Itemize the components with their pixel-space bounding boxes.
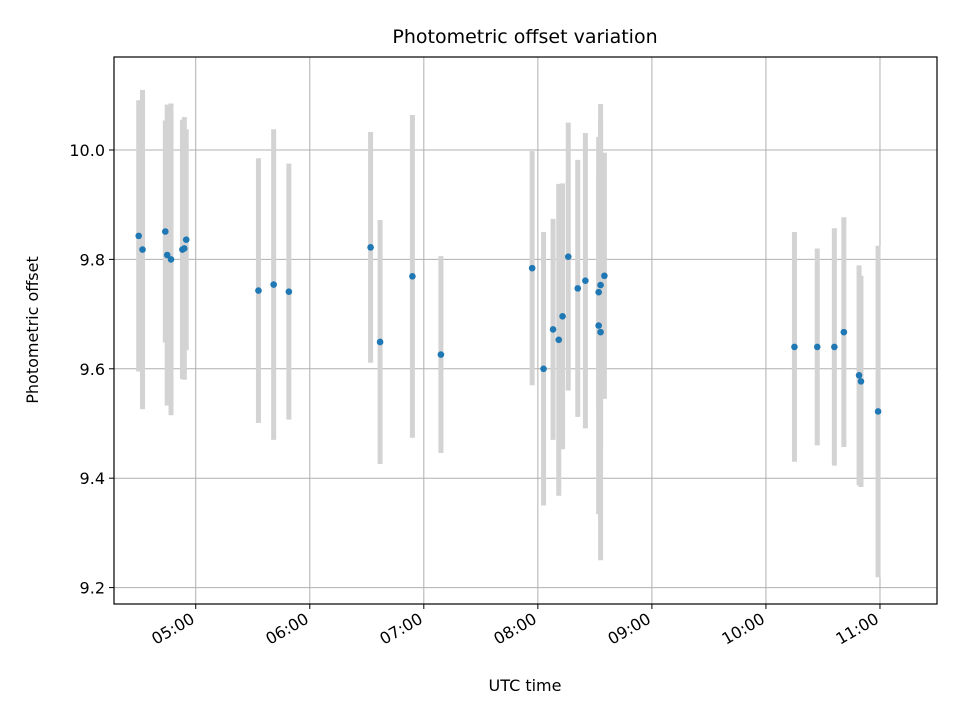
data-point	[367, 244, 374, 251]
data-point	[540, 365, 547, 373]
data-point	[874, 408, 882, 415]
data-point	[597, 281, 604, 289]
data-point	[255, 287, 262, 294]
chart-title: Photometric offset variation	[392, 26, 657, 48]
y-tick-label: 9.6	[80, 360, 105, 379]
data-point	[574, 285, 582, 292]
data-point	[270, 281, 277, 288]
data-point	[855, 372, 863, 379]
data-point	[564, 253, 572, 260]
y-axis-ticks: 9.2 9.4 9.6 9.8 10.0	[69, 141, 114, 598]
data-point	[597, 328, 604, 336]
data-point	[831, 343, 838, 351]
data-point	[285, 288, 293, 295]
data-point	[559, 312, 566, 320]
data-point	[582, 277, 589, 285]
data-point	[840, 328, 848, 336]
data-point	[182, 236, 190, 243]
data-point	[595, 322, 602, 329]
data-point	[135, 232, 143, 240]
data-point	[162, 228, 169, 235]
data-point	[528, 264, 536, 272]
data-point	[409, 273, 416, 280]
y-tick-label: 9.2	[80, 579, 105, 598]
grid	[114, 57, 937, 604]
data-point	[595, 288, 602, 296]
data-point	[791, 343, 798, 351]
y-tick-label: 9.8	[80, 250, 105, 269]
data-point	[601, 272, 608, 280]
data-point	[857, 378, 865, 385]
data-point	[813, 343, 821, 351]
plot-frame	[113, 56, 938, 605]
data-point	[555, 336, 563, 344]
data-point	[376, 338, 384, 346]
data-point	[139, 246, 146, 253]
data-point	[167, 256, 175, 263]
y-tick-label: 10.0	[69, 141, 105, 160]
data-point	[437, 351, 445, 358]
data-point	[181, 245, 188, 252]
data-point	[549, 326, 557, 333]
data-point	[163, 251, 171, 259]
data-points	[135, 228, 882, 415]
y-tick-label: 9.4	[80, 469, 105, 488]
y-axis-title: Photometric offset	[23, 256, 42, 404]
x-axis-title: UTC time	[489, 676, 562, 695]
